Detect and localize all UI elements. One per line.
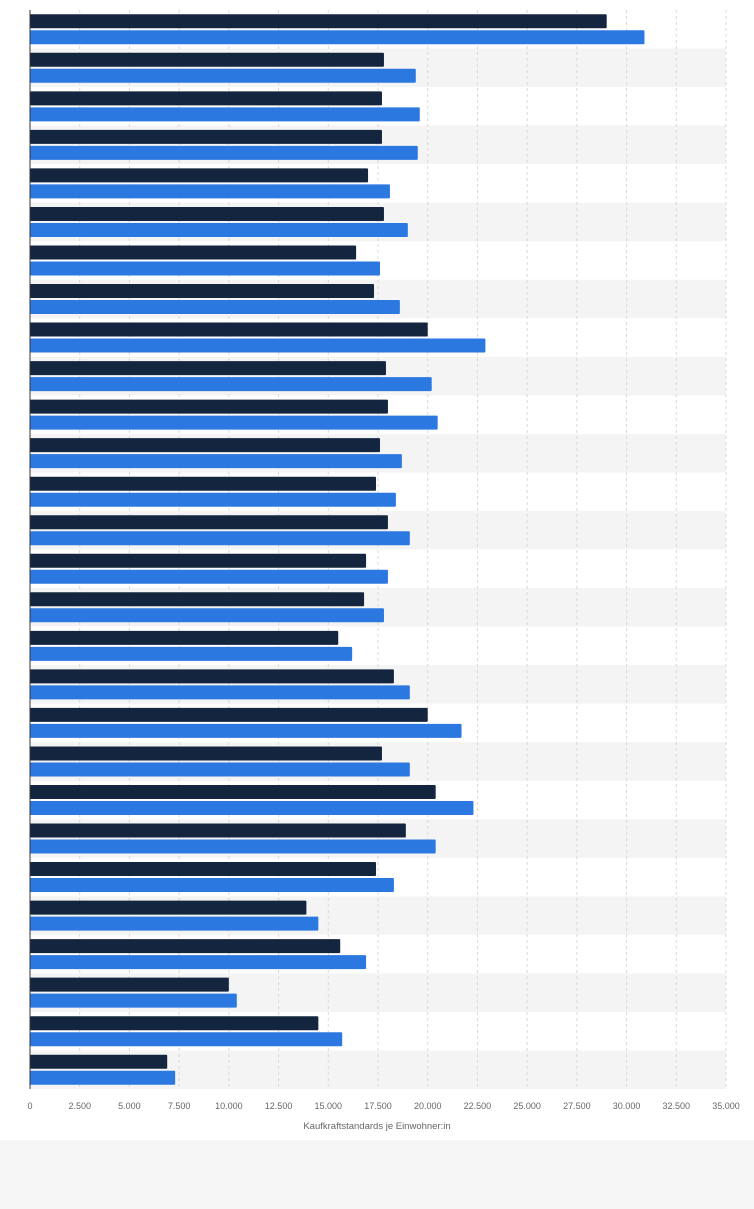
bar xyxy=(30,184,390,199)
x-tick-label: 22.500 xyxy=(464,1101,492,1111)
x-tick-label: 5.000 xyxy=(118,1101,141,1111)
bar xyxy=(30,338,486,353)
bar xyxy=(30,823,406,838)
bar xyxy=(30,206,384,221)
bar xyxy=(30,492,396,507)
x-tick-label: 2.500 xyxy=(68,1101,91,1111)
x-tick-label: 12.500 xyxy=(265,1101,293,1111)
bar xyxy=(30,592,365,607)
bar xyxy=(30,261,380,276)
bar xyxy=(30,746,382,761)
bar xyxy=(30,322,428,337)
bars xyxy=(30,14,645,1085)
bar xyxy=(30,454,402,469)
bar xyxy=(30,993,237,1008)
bar xyxy=(30,91,382,106)
bar xyxy=(30,784,436,799)
bar xyxy=(30,531,410,546)
bar xyxy=(30,1016,319,1031)
bar xyxy=(30,646,353,661)
bar xyxy=(30,669,394,684)
bar xyxy=(30,707,428,722)
x-tick-label: 7.500 xyxy=(168,1101,191,1111)
bar xyxy=(30,300,400,315)
bar xyxy=(30,685,410,700)
x-tick-label: 0 xyxy=(27,1101,32,1111)
bar xyxy=(30,878,394,893)
bar xyxy=(30,30,645,45)
bar xyxy=(30,900,307,915)
x-tick-label: 20.000 xyxy=(414,1101,442,1111)
bar xyxy=(30,245,357,260)
bar xyxy=(30,939,341,954)
x-axis-label: Kaufkraftstandards je Einwohner:in xyxy=(303,1121,450,1132)
x-axis-ticks: 0 2.500 5.000 7.500 10.000 12.500 15.000 17.500… xyxy=(27,1101,739,1111)
bar xyxy=(30,630,339,645)
bar xyxy=(30,377,432,392)
bar xyxy=(30,862,377,877)
bar xyxy=(30,800,474,815)
x-tick-label: 35.000 xyxy=(712,1101,740,1111)
x-tick-label: 27.500 xyxy=(563,1101,591,1111)
x-tick-label: 32.500 xyxy=(663,1101,691,1111)
bar xyxy=(30,222,408,237)
bar xyxy=(30,1054,168,1069)
bar xyxy=(30,52,384,67)
x-tick-label: 25.000 xyxy=(513,1101,541,1111)
bar xyxy=(30,168,369,183)
bar xyxy=(30,569,388,584)
bar xyxy=(30,723,462,738)
bar xyxy=(30,608,384,623)
bar xyxy=(30,129,382,144)
x-tick-label: 10.000 xyxy=(215,1101,243,1111)
bar xyxy=(30,839,436,854)
bar xyxy=(30,284,375,299)
bar xyxy=(30,916,319,931)
bar xyxy=(30,515,388,530)
bar xyxy=(30,399,388,414)
x-tick-label: 30.000 xyxy=(613,1101,641,1111)
x-tick-label: 17.500 xyxy=(364,1101,392,1111)
bar xyxy=(30,415,438,430)
bar xyxy=(30,1070,176,1085)
bar xyxy=(30,14,607,29)
bar xyxy=(30,145,418,160)
bar xyxy=(30,438,380,453)
x-tick-label: 15.000 xyxy=(315,1101,343,1111)
bar xyxy=(30,955,367,970)
bar xyxy=(30,107,420,122)
bar xyxy=(30,1032,343,1047)
bar xyxy=(30,361,386,376)
bar xyxy=(30,977,229,992)
bar xyxy=(30,476,377,491)
bar xyxy=(30,68,416,83)
bar xyxy=(30,553,367,568)
bar xyxy=(30,762,410,777)
